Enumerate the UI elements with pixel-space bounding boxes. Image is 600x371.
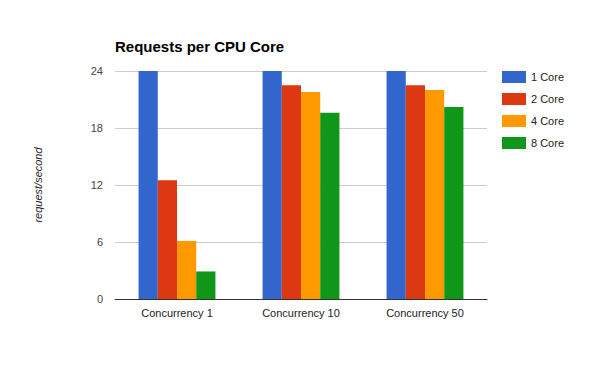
- svg-text:request/second: request/second: [32, 147, 44, 223]
- svg-text:8 Core: 8 Core: [531, 137, 564, 149]
- svg-text:6: 6: [97, 236, 103, 248]
- svg-text:18: 18: [91, 122, 103, 134]
- svg-text:24: 24: [91, 65, 103, 77]
- svg-text:2 Core: 2 Core: [531, 93, 564, 105]
- svg-text:4 Core: 4 Core: [531, 115, 564, 127]
- svg-text:Concurrency 1: Concurrency 1: [141, 307, 213, 319]
- svg-text:0: 0: [97, 293, 103, 305]
- svg-text:Requests per CPU Core: Requests per CPU Core: [115, 38, 284, 55]
- svg-text:Concurrency 10: Concurrency 10: [262, 307, 340, 319]
- svg-text:Concurrency 50: Concurrency 50: [386, 307, 464, 319]
- svg-text:1 Core: 1 Core: [531, 71, 564, 83]
- svg-text:12: 12: [91, 179, 103, 191]
